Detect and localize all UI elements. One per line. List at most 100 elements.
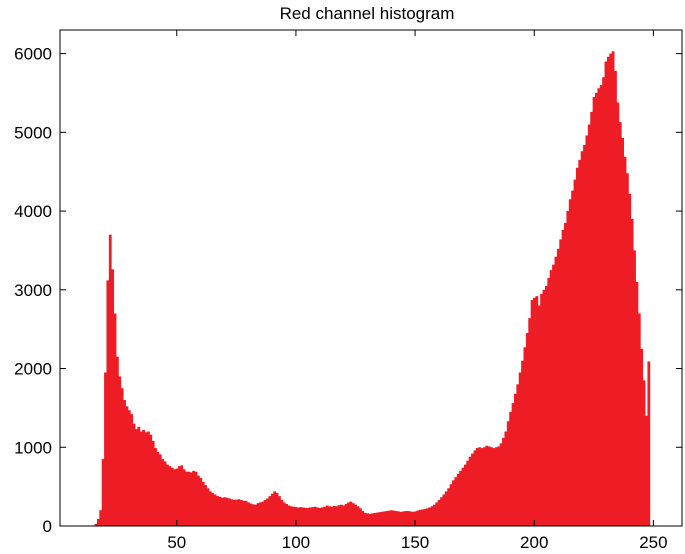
histogram-bar xyxy=(318,507,322,526)
histogram-bar xyxy=(127,410,131,526)
histogram-bar xyxy=(630,218,634,526)
histogram-bar xyxy=(394,511,398,526)
histogram-bar xyxy=(189,472,193,526)
x-tick-label: 150 xyxy=(401,533,429,552)
histogram-bar xyxy=(330,506,334,526)
histogram-bar xyxy=(161,459,165,526)
histogram-bar xyxy=(273,491,277,526)
histogram-bar xyxy=(506,421,510,526)
histogram-bar xyxy=(397,511,400,526)
histogram-bar xyxy=(156,451,160,526)
histogram-bar xyxy=(275,492,279,526)
histogram-bar xyxy=(270,493,274,526)
histogram-bar xyxy=(123,400,126,526)
histogram-bar xyxy=(418,509,422,526)
histogram-bar xyxy=(523,347,527,526)
histogram-bar xyxy=(547,278,551,526)
histogram-bar xyxy=(456,474,460,526)
histogram-bar xyxy=(113,313,117,526)
histogram-bar xyxy=(232,500,236,526)
histogram-bar xyxy=(497,446,501,526)
histogram-bar xyxy=(163,461,167,526)
histogram-bar xyxy=(444,491,448,526)
histogram-bar xyxy=(242,500,246,526)
histogram-bar xyxy=(380,511,384,526)
histogram-bar xyxy=(597,88,601,526)
histogram-bar xyxy=(366,513,370,526)
y-tick-label: 5000 xyxy=(14,123,52,142)
histogram-bar xyxy=(516,384,520,526)
histogram-bar xyxy=(332,505,336,526)
histogram-bar xyxy=(466,460,470,526)
histogram-bar xyxy=(604,61,608,527)
histogram-bar xyxy=(325,505,329,526)
histogram-bar xyxy=(249,503,253,526)
histogram-bar xyxy=(120,388,124,526)
histogram-bar xyxy=(549,270,553,526)
histogram-bar xyxy=(266,498,269,526)
histogram-bar xyxy=(447,488,451,526)
histogram-bar xyxy=(175,468,179,526)
histogram-bar xyxy=(101,459,105,526)
histogram-bar xyxy=(413,511,417,526)
histogram-bar xyxy=(580,151,584,527)
histogram-bar xyxy=(192,470,196,526)
histogram-bar xyxy=(530,300,534,526)
histogram-bar xyxy=(170,467,174,526)
histogram-bar xyxy=(533,297,536,526)
histogram-bar xyxy=(559,239,563,527)
histogram-bar xyxy=(340,504,343,526)
histogram-bar xyxy=(182,469,186,526)
histogram-bar xyxy=(368,513,372,526)
histogram-bar xyxy=(258,502,262,526)
histogram-bar xyxy=(471,453,474,526)
histogram-bar xyxy=(480,448,484,526)
histogram-bar xyxy=(235,499,238,526)
histogram-bar xyxy=(223,497,227,526)
histogram-bar xyxy=(449,484,453,526)
histogram-bar xyxy=(595,92,598,526)
histogram-bar xyxy=(590,111,594,526)
histogram-bar xyxy=(166,464,169,526)
histogram-bar xyxy=(294,507,298,526)
histogram-bar xyxy=(304,507,308,526)
histogram-bar xyxy=(459,470,462,526)
y-tick-label: 3000 xyxy=(14,281,52,300)
histogram-bar xyxy=(642,380,646,526)
histogram-bar xyxy=(206,488,210,526)
histogram-bar xyxy=(356,506,360,526)
histogram-bar xyxy=(106,280,110,526)
histogram-bar xyxy=(483,447,486,526)
histogram-bar xyxy=(96,518,100,526)
histogram-bar xyxy=(280,500,284,526)
histogram-bar xyxy=(268,496,272,526)
histogram-bar xyxy=(213,494,217,526)
histogram-bar xyxy=(440,497,443,526)
histogram-bar xyxy=(328,506,331,526)
histogram-bar xyxy=(342,505,346,526)
histogram-bar xyxy=(432,504,436,526)
histogram-bar xyxy=(430,506,434,526)
histogram-bar xyxy=(146,431,150,526)
histogram-bar xyxy=(108,234,112,526)
histogram-bar xyxy=(132,423,136,526)
histogram-bar xyxy=(361,511,365,526)
histogram-bar xyxy=(139,431,143,526)
histogram-bar xyxy=(251,504,255,526)
histogram-bar xyxy=(435,502,439,526)
y-tick-label: 6000 xyxy=(14,45,52,64)
histogram-bar xyxy=(292,506,296,526)
histogram-bar xyxy=(401,511,405,526)
histogram-bar xyxy=(535,296,539,526)
histogram-bar xyxy=(287,505,291,526)
histogram-bar xyxy=(142,429,145,526)
histogram-bar xyxy=(635,281,639,526)
histogram-bar xyxy=(104,372,107,526)
x-tick-label: 100 xyxy=(282,533,310,552)
histogram-bar xyxy=(540,293,543,526)
histogram-bar xyxy=(452,480,455,526)
histogram-bar xyxy=(485,445,489,526)
histogram-bar xyxy=(158,454,162,526)
histogram-bar xyxy=(382,511,386,526)
histogram-bar xyxy=(311,507,315,526)
